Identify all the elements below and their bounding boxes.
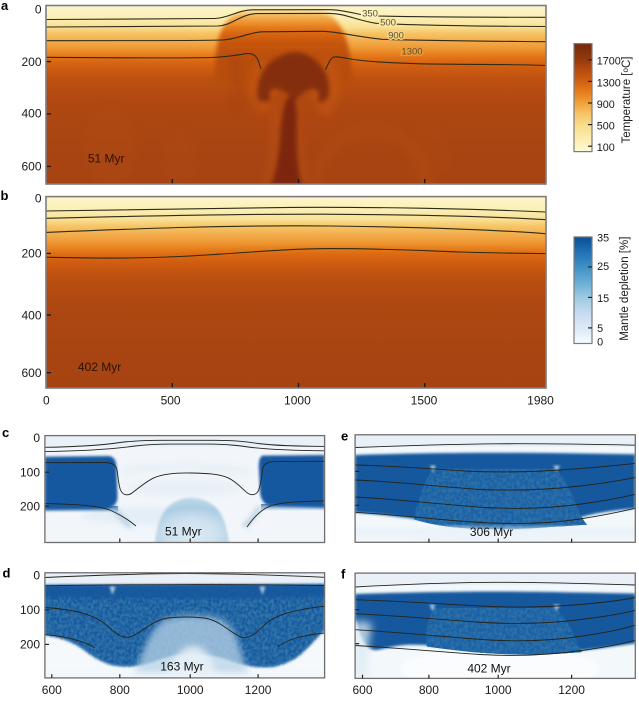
svg-text:500: 500 (597, 121, 615, 133)
svg-text:900: 900 (597, 99, 615, 111)
svg-text:25: 25 (597, 261, 609, 273)
svg-text:15: 15 (597, 293, 609, 305)
svg-text:100: 100 (20, 466, 40, 480)
svg-text:0: 0 (33, 431, 40, 445)
svg-text:1500: 1500 (411, 393, 438, 407)
svg-text:1300: 1300 (401, 47, 422, 58)
svg-text:350: 350 (362, 9, 378, 20)
svg-text:0: 0 (33, 569, 40, 583)
svg-text:800: 800 (110, 683, 130, 697)
svg-text:1200: 1200 (245, 683, 272, 697)
svg-text:0: 0 (597, 336, 603, 348)
svg-text:35: 35 (597, 232, 609, 244)
svg-text:500: 500 (380, 18, 396, 29)
svg-text:1980: 1980 (527, 393, 554, 407)
svg-text:163 Myr: 163 Myr (160, 659, 203, 673)
svg-text:200: 200 (21, 247, 41, 261)
svg-text:0: 0 (43, 393, 50, 407)
svg-text:f: f (341, 567, 346, 582)
svg-text:Mantle depletion [%]: Mantle depletion [%] (619, 237, 631, 341)
svg-text:1200: 1200 (558, 683, 585, 697)
svg-text:402 Myr: 402 Myr (78, 360, 121, 374)
svg-text:0: 0 (35, 3, 42, 17)
svg-text:400: 400 (21, 107, 41, 121)
svg-text:600: 600 (21, 160, 41, 174)
svg-text:400: 400 (21, 308, 41, 322)
svg-text:1000: 1000 (177, 683, 204, 697)
svg-text:1000: 1000 (485, 683, 512, 697)
svg-text:100: 100 (597, 142, 615, 154)
svg-text:e: e (341, 429, 348, 444)
svg-text:402 Myr: 402 Myr (467, 661, 510, 675)
svg-text:500: 500 (161, 393, 181, 407)
svg-text:1300: 1300 (597, 77, 621, 89)
svg-text:51 Myr: 51 Myr (88, 152, 125, 166)
svg-text:a: a (1, 0, 9, 13)
svg-text:800: 800 (419, 683, 439, 697)
svg-text:d: d (3, 566, 11, 581)
svg-text:5: 5 (597, 323, 603, 335)
svg-text:0: 0 (35, 192, 42, 206)
svg-text:1700: 1700 (597, 56, 621, 68)
svg-text:306 Myr: 306 Myr (470, 525, 513, 539)
svg-text:900: 900 (388, 31, 404, 42)
svg-text:c: c (2, 425, 9, 440)
svg-text:51 Myr: 51 Myr (165, 525, 202, 539)
svg-text:600: 600 (21, 366, 41, 380)
svg-text:600: 600 (42, 683, 62, 697)
svg-text:200: 200 (20, 499, 40, 513)
svg-text:Temperature [oC]: Temperature [oC] (621, 57, 633, 144)
svg-text:100: 100 (20, 603, 40, 617)
svg-text:600: 600 (352, 683, 372, 697)
svg-text:200: 200 (21, 55, 41, 69)
svg-text:200: 200 (20, 638, 40, 652)
svg-text:b: b (1, 188, 9, 203)
svg-text:1000: 1000 (284, 393, 311, 407)
